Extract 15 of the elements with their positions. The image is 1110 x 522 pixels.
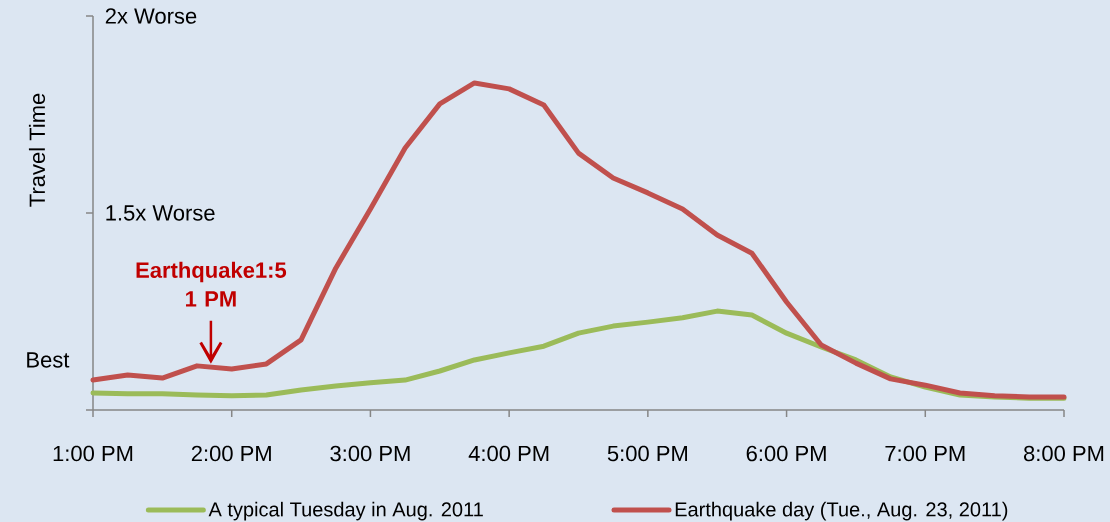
x-tick-label: 1:00 PM bbox=[53, 445, 133, 462]
x-tick-label: 4:00 PM bbox=[468, 445, 549, 462]
y-axis-title: Travel Time bbox=[28, 93, 46, 207]
x-tick-label: 3:00 PM bbox=[330, 445, 410, 462]
x-tick-label: 8:00 PM bbox=[1023, 445, 1104, 462]
x-tick-label: 5:00 PM bbox=[607, 445, 687, 462]
x-tick-label: 7:00 PM bbox=[885, 445, 965, 462]
y-tick-label: 2x Worse bbox=[105, 8, 197, 24]
y-tick-label: 1.5x Worse bbox=[106, 205, 215, 221]
x-tick-label: 6:00 PM bbox=[746, 445, 826, 462]
x-tick-label: 2:00 PM bbox=[191, 445, 271, 462]
annotation: Earthquake1:5 1 PM bbox=[136, 261, 287, 307]
legend-label: Earthquake day (Tue., Aug. 23, 2011) bbox=[675, 501, 1008, 521]
legend-label: A typical Tuesday in Aug. 2011 bbox=[208, 501, 483, 521]
text: Best bbox=[27, 352, 70, 368]
